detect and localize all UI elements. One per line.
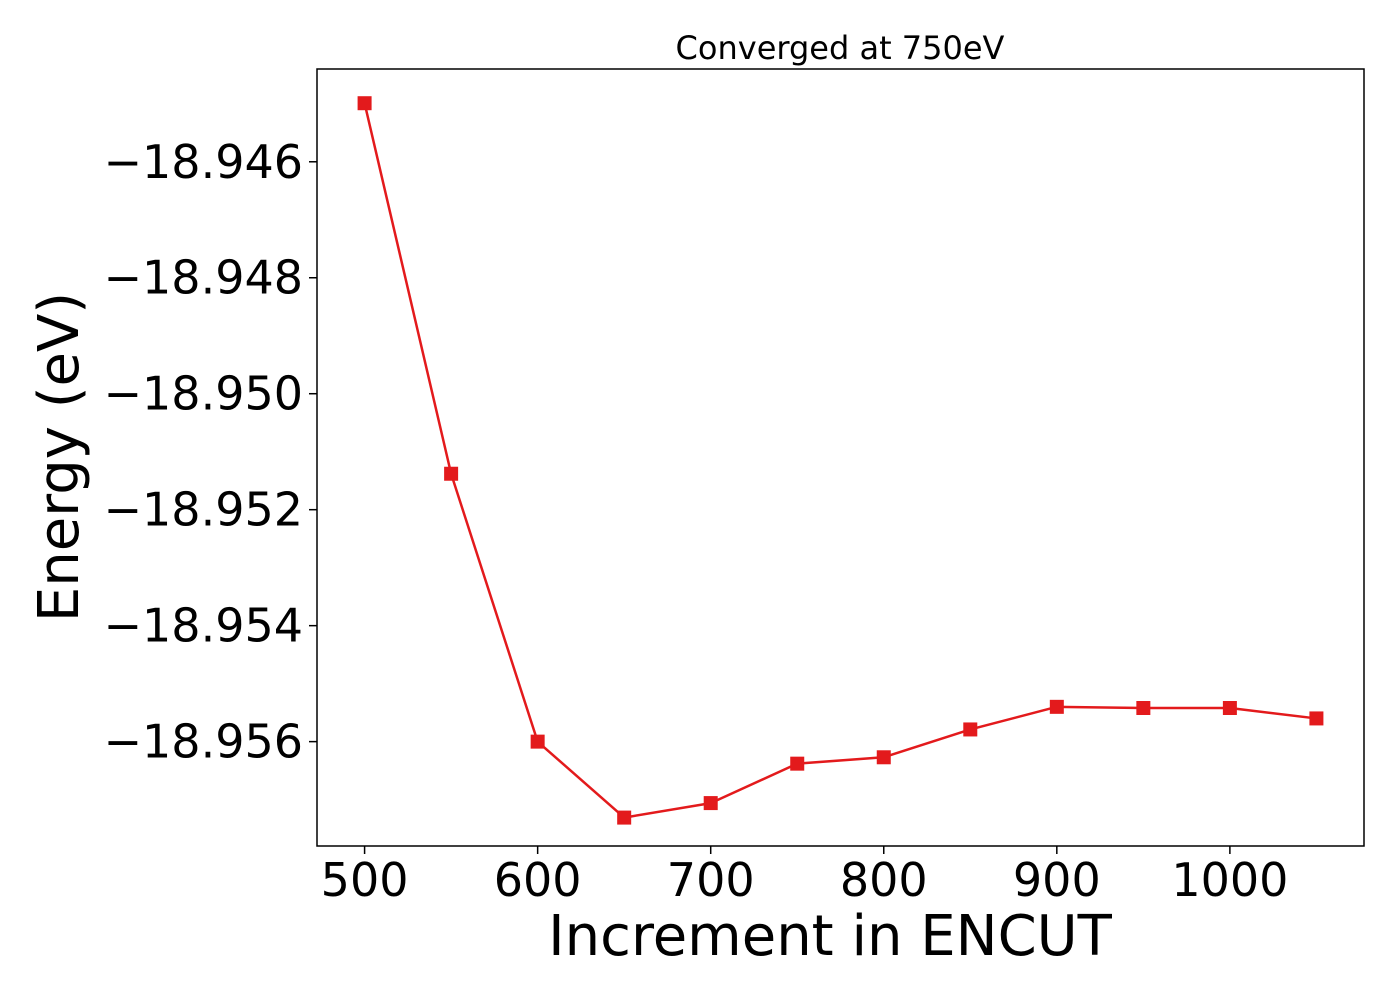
data-point-marker	[444, 466, 459, 481]
y-axis-label: Energy (eV)	[27, 292, 92, 622]
data-point-marker	[876, 750, 891, 765]
y-tick-label: −18.952	[104, 483, 304, 537]
data-point-marker	[1222, 701, 1237, 715]
data-point-marker	[703, 796, 718, 811]
x-tick-label: 600	[494, 853, 582, 907]
x-tick-label: 1000	[1171, 853, 1288, 907]
x-tick-label: 900	[1013, 853, 1101, 907]
series-line	[363, 102, 1317, 819]
data-point-marker	[790, 756, 805, 771]
data-point-marker	[963, 722, 978, 737]
y-tick-label: −18.948	[104, 251, 304, 305]
x-tick-label: 500	[321, 853, 409, 907]
y-tick-label: −18.946	[104, 135, 304, 189]
x-tick-label: 700	[667, 853, 755, 907]
plot-area	[317, 69, 1364, 846]
plot-frame	[316, 68, 1365, 847]
data-point-marker	[617, 810, 632, 825]
series-layer	[357, 96, 1324, 825]
chart-title: Converged at 750eV	[676, 29, 1005, 67]
y-tick-label: −18.956	[104, 715, 304, 769]
data-point-marker	[1136, 701, 1151, 715]
data-point-marker	[1049, 699, 1064, 714]
x-axis-label: Increment in ENCUT	[548, 904, 1113, 969]
y-tick-label: −18.954	[104, 599, 304, 653]
data-point-marker	[357, 96, 372, 111]
ticks-layer: 500 600 700 800 900 1000 −18.946 −18.948 −18.950…	[104, 135, 1289, 907]
data-point-marker	[1309, 711, 1324, 726]
x-tick-label: 800	[840, 853, 928, 907]
data-point-marker	[530, 734, 545, 749]
y-tick-label: −18.950	[104, 367, 304, 421]
